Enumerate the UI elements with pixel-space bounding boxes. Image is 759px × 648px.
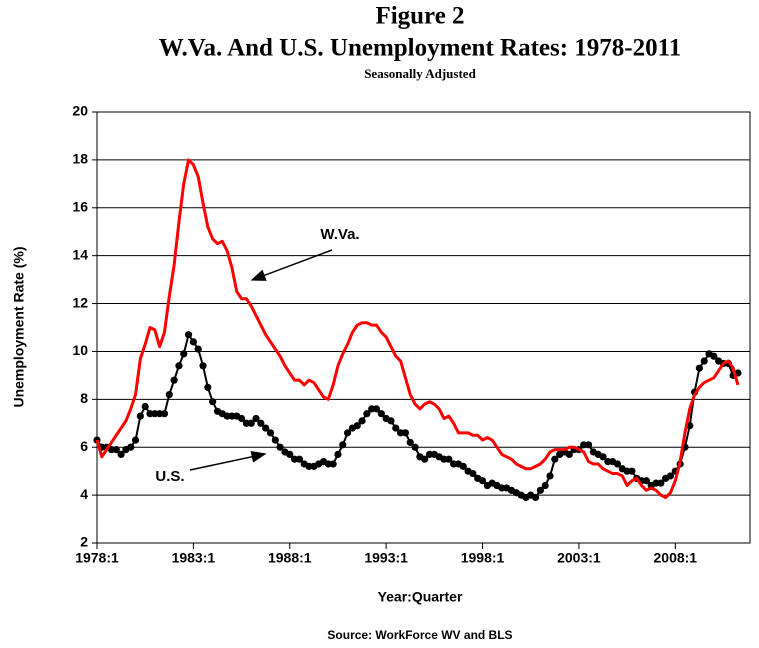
y-tick-label: 10 xyxy=(72,342,88,358)
data-point xyxy=(700,357,708,365)
y-tick-label: 12 xyxy=(72,294,88,310)
data-point xyxy=(247,419,255,427)
series-line xyxy=(96,333,739,499)
data-point xyxy=(363,410,371,418)
data-point xyxy=(160,410,169,418)
data-point xyxy=(257,419,265,427)
data-point xyxy=(565,450,573,459)
x-tick-label: 2003:1 xyxy=(557,550,601,566)
data-point xyxy=(334,450,342,459)
annotation-arrow xyxy=(189,450,267,471)
data-point xyxy=(584,441,593,449)
data-point xyxy=(551,455,559,463)
data-point xyxy=(478,477,487,485)
data-point xyxy=(136,412,144,420)
data-point xyxy=(199,362,207,370)
data-point xyxy=(117,450,125,459)
data-point xyxy=(536,486,544,494)
y-tick-label: 14 xyxy=(72,246,88,262)
data-point xyxy=(295,455,304,463)
data-point xyxy=(445,455,453,463)
data-point xyxy=(469,469,477,478)
data-point xyxy=(170,376,178,384)
data-point xyxy=(339,441,347,449)
y-tick-label: 8 xyxy=(80,390,88,406)
data-point xyxy=(406,438,414,447)
data-point xyxy=(541,481,549,490)
data-point xyxy=(353,422,361,430)
y-tick-label: 6 xyxy=(80,438,88,454)
y-tick-label: 4 xyxy=(80,486,88,502)
chart-subtitle: W.Va. And U.S. Unemployment Rates: 1978-… xyxy=(159,35,682,62)
annotation: U.S. xyxy=(155,468,184,485)
y-tick-label: 16 xyxy=(72,198,88,214)
data-point xyxy=(127,443,135,451)
x-tick-label: 1983:1 xyxy=(172,550,216,566)
data-point xyxy=(546,472,554,480)
data-point xyxy=(642,477,650,485)
data-point xyxy=(401,429,410,437)
x-tick-label: 1988:1 xyxy=(268,550,312,566)
y-tick-label: 18 xyxy=(72,151,88,167)
data-point xyxy=(252,414,260,423)
data-point xyxy=(531,493,540,502)
data-point xyxy=(372,405,381,413)
data-point xyxy=(112,446,120,454)
data-point xyxy=(266,429,275,437)
data-point xyxy=(141,402,149,411)
x-axis-label: Year:Quarter xyxy=(378,589,463,605)
data-point xyxy=(184,331,193,339)
data-point xyxy=(657,479,665,487)
data-point xyxy=(131,436,140,444)
data-point xyxy=(276,443,284,451)
chart-note: Seasonally Adjusted xyxy=(364,66,476,81)
x-tick-label: 1998:1 xyxy=(461,550,505,566)
data-point xyxy=(421,455,429,463)
data-point xyxy=(343,429,352,437)
plot-frame xyxy=(96,111,751,544)
x-tick-label: 1993:1 xyxy=(364,550,408,566)
data-point xyxy=(695,364,703,372)
data-point xyxy=(165,390,173,399)
data-point xyxy=(180,350,188,358)
data-point xyxy=(411,443,419,451)
x-tick-label: 2008:1 xyxy=(654,550,698,566)
x-tick-label: 1978:1 xyxy=(75,550,119,566)
data-point xyxy=(358,417,366,425)
data-point xyxy=(175,362,183,370)
data-point xyxy=(710,352,718,360)
series-line xyxy=(95,158,740,500)
chart-title: Figure 2 xyxy=(375,3,464,30)
annotation-arrow xyxy=(250,249,333,281)
data-point xyxy=(271,436,279,444)
data-point xyxy=(613,460,622,468)
y-tick-label: 20 xyxy=(72,103,88,119)
annotation: W.Va. xyxy=(320,226,359,243)
data-point xyxy=(377,410,385,418)
data-point xyxy=(204,383,212,391)
data-point xyxy=(286,450,294,459)
source-note: Source: WorkForce WV and BLS xyxy=(327,628,512,642)
data-point xyxy=(189,338,197,346)
data-point xyxy=(329,460,337,468)
data-point xyxy=(599,453,607,461)
data-point xyxy=(194,345,202,353)
data-point xyxy=(262,424,270,432)
data-point xyxy=(628,467,636,475)
data-point xyxy=(392,424,400,432)
data-point xyxy=(459,462,467,470)
data-point xyxy=(387,417,395,425)
data-point xyxy=(209,398,217,406)
y-tick-label: 2 xyxy=(80,534,88,550)
data-point xyxy=(666,472,675,480)
data-point xyxy=(237,414,246,423)
y-axis-label: Unemployment Rate (%) xyxy=(11,246,27,407)
